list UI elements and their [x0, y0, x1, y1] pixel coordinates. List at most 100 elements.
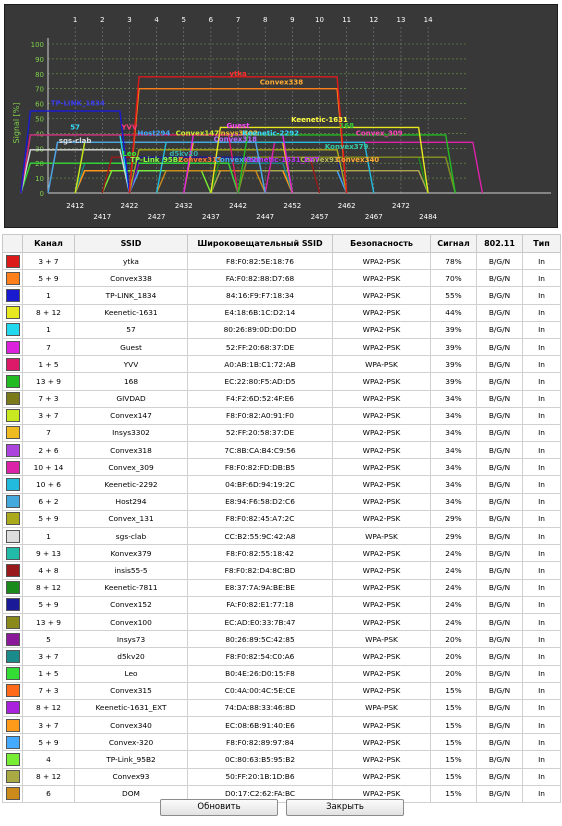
cell-channel: 5 + 9	[22, 509, 75, 529]
channel-tick-label: 3	[127, 16, 131, 24]
col-header-bssid[interactable]: Широковещательный SSID	[187, 234, 333, 253]
cell-bssid: F8:F0:82:D4:8C:BD	[187, 561, 333, 580]
networks-table-container[interactable]: Канал SSID Широковещательный SSID Безопа…	[2, 234, 561, 804]
cell-standard: B/G/N	[476, 320, 523, 339]
cell-type: In	[522, 681, 561, 700]
cell-signal: 34%	[430, 441, 477, 460]
row-color-cell	[2, 320, 23, 339]
col-header-color[interactable]	[2, 234, 23, 253]
table-row[interactable]: 2 + 6 Convex318 7C:8B:CA:B4:C9:56 WPA2-PSK 3…	[2, 441, 561, 460]
close-button[interactable]: Закрыть	[286, 799, 404, 816]
cell-signal: 39%	[430, 337, 477, 357]
table-row[interactable]: 5 + 9 Convex152 FA:F0:82:E1:77:18 WPA2-PSK 2…	[2, 595, 561, 614]
table-row[interactable]: 5 + 9 Convex_131 F8:F0:82:45:A7:2C WPA2-PSK…	[2, 509, 561, 529]
table-row[interactable]: 7 + 3 Convex315 C0:4A:00:4C:5E:CE WPA2-PSK 1…	[2, 681, 561, 700]
cell-standard: B/G/N	[476, 303, 523, 322]
table-row[interactable]: 3 + 7 ytka F8:F0:82:5E:18:76 WPA2-PSK 78% B/G…	[2, 251, 561, 271]
cell-channel: 7 + 3	[22, 389, 75, 408]
color-swatch	[5, 718, 20, 732]
cell-bssid: F4:F2:6D:52:4F:E6	[187, 389, 333, 408]
table-row[interactable]: 7 Insys3302 52:FF:20:58:37:DE WPA2-PSK 34% B/…	[2, 423, 561, 443]
cell-type: In	[522, 544, 561, 563]
col-header-signal[interactable]: Сигнал	[430, 234, 477, 253]
cell-type: In	[522, 784, 561, 804]
table-row[interactable]: 10 + 14 Convex_309 F8:F0:82:FD:DB:B5 WPA2-P…	[2, 458, 561, 477]
table-row[interactable]: 4 + 8 insis55-5 F8:F0:82:D4:8C:BD WPA2-PSK 2…	[2, 561, 561, 580]
table-row[interactable]: 6 + 2 Host294 E8:94:F6:58:D2:C6 WPA2-PSK 34%…	[2, 492, 561, 511]
col-header-security[interactable]: Безопасность	[332, 234, 431, 253]
table-row[interactable]: 9 + 13 Konvex379 F8:F0:82:55:18:42 WPA2-PSK…	[2, 544, 561, 563]
cell-signal: 34%	[430, 406, 477, 425]
network-curve	[20, 134, 239, 194]
cell-security: WPA2-PSK	[332, 320, 431, 339]
cell-type: In	[522, 441, 561, 460]
table-row[interactable]: 1 + 5 Leo B0:4E:26:D0:15:F8 WPA2-PSK 20% B/G/…	[2, 664, 561, 683]
cell-security: WPA2-PSK	[332, 269, 431, 288]
col-header-channel[interactable]: Канал	[22, 234, 75, 253]
table-row[interactable]: 1 TP-LINK_1834 84:16:F9:F7:18:34 WPA2-PSK 55…	[2, 286, 561, 305]
network-label: 168	[339, 122, 354, 130]
table-row[interactable]: 1 57 80:26:89:0D:D0:DD WPA2-PSK 39% B/G/N In	[2, 320, 561, 339]
cell-security: WPA2-PSK	[332, 750, 431, 769]
table-row[interactable]: 8 + 12 Keenetic-1631 E4:18:6B:1C:D2:14 WPA2…	[2, 303, 561, 322]
cell-security: WPA2-PSK	[332, 612, 431, 632]
cell-bssid: 04:BF:6D:94:19:2C	[187, 475, 333, 494]
cell-standard: B/G/N	[476, 578, 523, 597]
col-header-ssid[interactable]: SSID	[74, 234, 188, 253]
color-swatch	[5, 684, 20, 698]
color-swatch	[5, 495, 20, 509]
cell-type: In	[522, 716, 561, 735]
color-swatch	[5, 288, 20, 302]
table-row[interactable]: 7 Guest 52:FF:20:68:37:DE WPA2-PSK 39% B/G/N I…	[2, 337, 561, 357]
table-row[interactable]: 8 + 12 Convex93 50:FF:20:1B:1D:B6 WPA2-PSK 1…	[2, 767, 561, 786]
cell-ssid: Insys3302	[74, 423, 188, 443]
table-row[interactable]: 8 + 12 Keenetic-1631_EXT 74:DA:88:33:46:8D…	[2, 698, 561, 718]
cell-ssid: Insys73	[74, 630, 188, 649]
cell-channel: 6	[22, 784, 75, 804]
cell-signal: 29%	[430, 509, 477, 529]
col-header-standard[interactable]: 802.11	[476, 234, 523, 253]
y-tick-label: 70	[35, 86, 44, 94]
cell-ssid: Convex318	[74, 441, 188, 460]
table-row[interactable]: 3 + 7 Convex147 F8:F0:82:A0:91:F0 WPA2-PSK 3…	[2, 406, 561, 425]
table-row[interactable]: 3 + 7 d5kv20 F8:F0:82:54:C0:A6 WPA2-PSK 20% B…	[2, 647, 561, 666]
cell-standard: B/G/N	[476, 612, 523, 632]
cell-signal: 20%	[430, 647, 477, 666]
row-color-cell	[2, 664, 23, 683]
cell-bssid: EC:22:80:F5:AD:D5	[187, 372, 333, 391]
cell-ssid: d5kv20	[74, 647, 188, 666]
network-curve	[237, 156, 456, 194]
table-row[interactable]: 1 + 5 YVV A0:AB:1B:C1:72:AB WPA-PSK 39% B/G/N…	[2, 355, 561, 374]
cell-ssid: Keenetic-1631	[74, 303, 188, 322]
table-row[interactable]: 7 + 3 GIVDAD F4:F2:6D:52:4F:E6 WPA2-PSK 34% B…	[2, 389, 561, 408]
table-row[interactable]: 4 TP-Link_95B2 0C:80:63:B5:95:B2 WPA2-PSK 15…	[2, 750, 561, 769]
freq-tick-label: 2484	[419, 213, 437, 221]
table-row[interactable]: 6 DOM D0:17:C2:62:FA:BC WPA2-PSK 15% B/G/N In	[2, 784, 561, 804]
table-row[interactable]: 13 + 9 Convex100 EC:AD:E0:33:7B:47 WPA2-PSK…	[2, 612, 561, 632]
cell-type: In	[522, 698, 561, 718]
table-row[interactable]: 5 + 9 Convex338 FA:F0:82:88:D7:68 WPA2-PSK 7…	[2, 269, 561, 288]
col-header-type[interactable]: Тип	[522, 234, 561, 253]
channel-tick-label: 8	[263, 16, 267, 24]
cell-type: In	[522, 612, 561, 632]
table-row[interactable]: 5 + 9 Convex-320 F8:F0:82:89:97:84 WPA2-PSK…	[2, 733, 561, 752]
cell-ssid: insis55-5	[74, 561, 188, 580]
cell-standard: B/G/N	[476, 337, 523, 357]
cell-channel: 5 + 9	[22, 595, 75, 614]
network-label: Convex338	[260, 79, 303, 87]
table-row[interactable]: 1 sgs-clab CC:B2:55:9C:42:A8 WPA-PSK 29% B/G/…	[2, 526, 561, 546]
row-color-cell	[2, 733, 23, 752]
cell-security: WPA2-PSK	[332, 303, 431, 322]
cell-standard: B/G/N	[476, 544, 523, 563]
network-label: Keenetic-1631_EXT	[244, 156, 319, 164]
refresh-button[interactable]: Обновить	[160, 799, 278, 816]
cell-standard: B/G/N	[476, 286, 523, 305]
network-label: ytka	[229, 70, 247, 78]
cell-standard: B/G/N	[476, 750, 523, 769]
table-row[interactable]: 13 + 9 168 EC:22:80:F5:AD:D5 WPA2-PSK 39% B/G…	[2, 372, 561, 391]
table-row[interactable]: 10 + 6 Keenetic-2292 04:BF:6D:94:19:2C WPA2…	[2, 475, 561, 494]
network-label: Convex340	[336, 156, 379, 164]
table-row[interactable]: 5 Insys73 80:26:89:5C:42:85 WPA-PSK 20% B/G/N…	[2, 630, 561, 649]
table-row[interactable]: 8 + 12 Keenetic-7811 E8:37:7A:9A:BE:BE WPA2…	[2, 578, 561, 597]
table-row[interactable]: 3 + 7 Convex340 EC:08:6B:91:40:E6 WPA2-PSK 1…	[2, 716, 561, 735]
